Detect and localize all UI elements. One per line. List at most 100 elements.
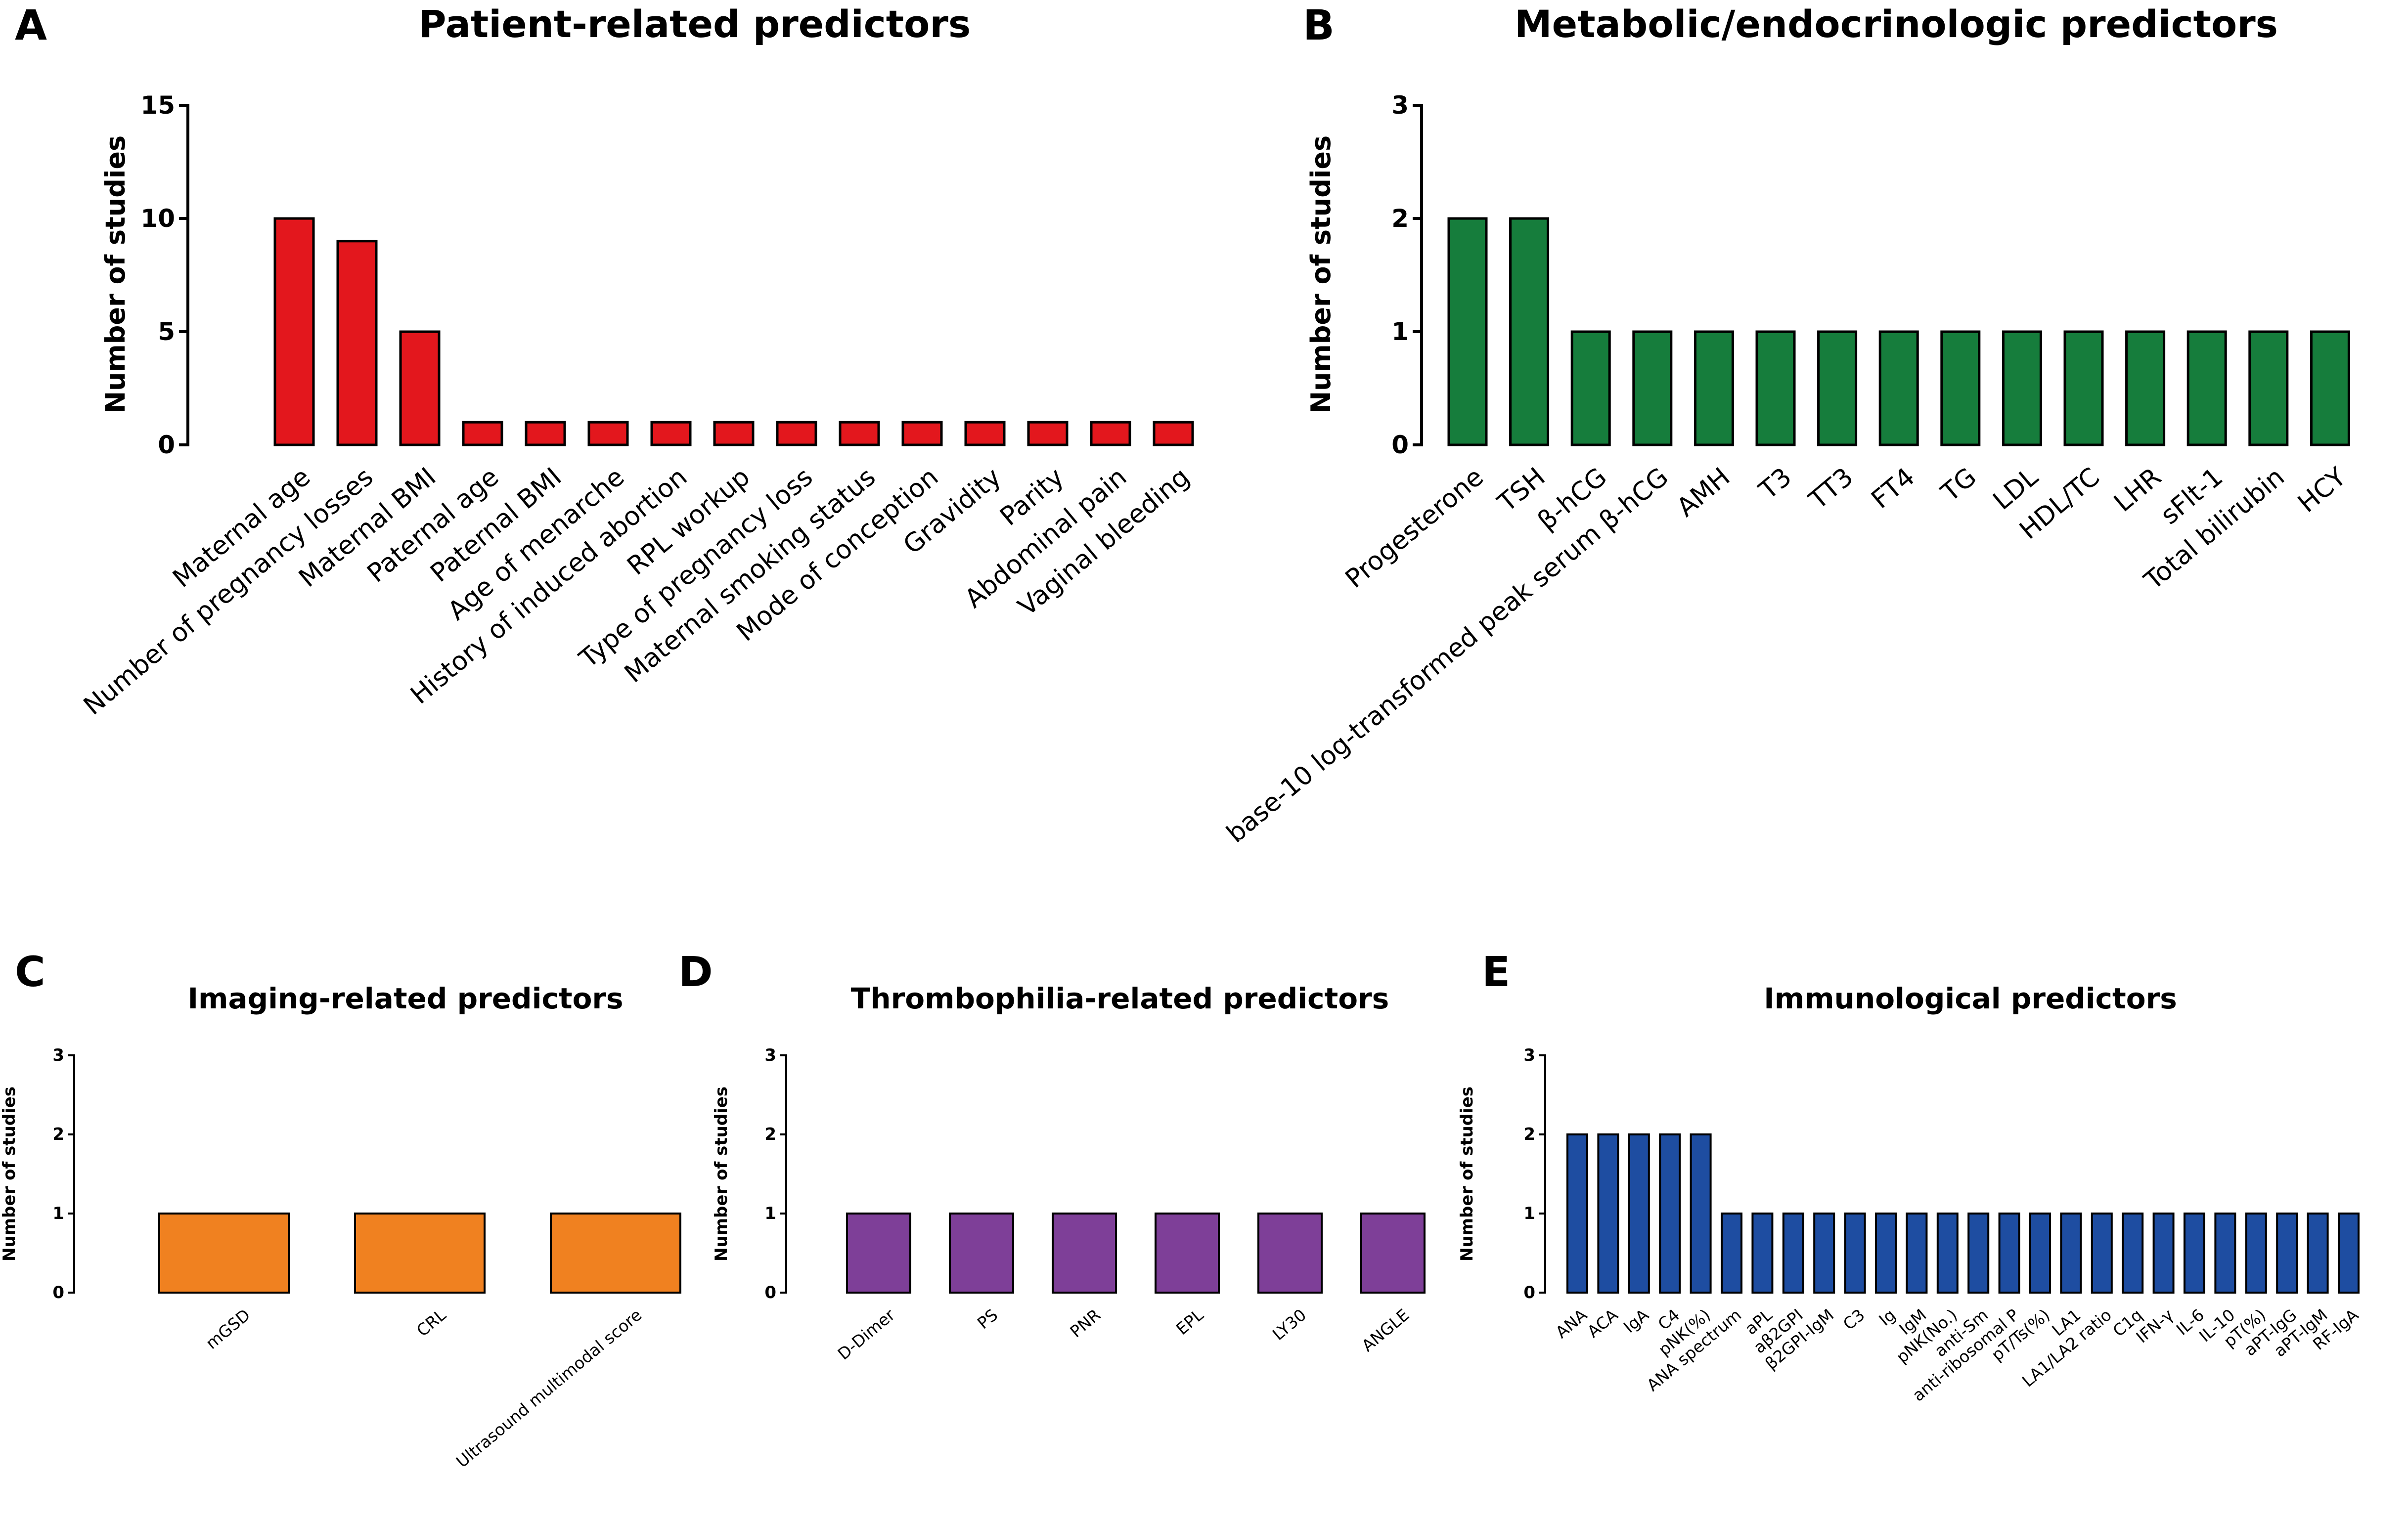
category-label: HCY [2292,462,2352,519]
bar-a-5 [587,421,629,446]
bar-e-8 [1813,1213,1835,1294]
bar-d-4 [1257,1213,1323,1294]
bar-e-25 [2338,1213,2360,1294]
panel-letter: B [1303,1,1335,49]
panel-letter: E [1482,948,1510,996]
bar-e-2 [1628,1133,1650,1294]
category-label: D-Dimer [834,1305,899,1364]
category-label: TG [1935,462,1982,508]
bar-c-1 [354,1213,486,1294]
bar-e-0 [1566,1133,1588,1294]
bar-e-16 [2060,1213,2082,1294]
y-axis-label: Number of studies [712,1086,731,1261]
bar-b-12 [2186,330,2227,446]
y-tick-label: 0 [52,1283,64,1302]
bar-b-8 [1940,330,1981,446]
y-tick-label: 2 [52,1125,64,1144]
y-axis-label: Number of studies [0,1086,19,1261]
chart-title: Thrombophilia-related predictors [851,982,1389,1015]
bar-d-0 [846,1213,911,1294]
bar-d-2 [1052,1213,1117,1294]
bar-b-14 [2310,330,2350,446]
bar-a-1 [336,240,378,446]
category-label: ANGLE [1358,1305,1413,1355]
panel-letter: A [15,1,47,49]
bar-e-19 [2152,1213,2175,1294]
category-label: Number of pregnancy losses [78,462,379,721]
bar-c-2 [550,1213,681,1294]
bar-a-11 [964,421,1006,446]
panel-d: D Thrombophilia-related predictors Number … [678,948,1426,1364]
bar-a-3 [462,421,503,446]
y-tick-label: 15 [140,91,175,120]
y-tick-label: 3 [52,1045,64,1065]
category-label: IFN-γ [2133,1305,2177,1346]
bar-e-14 [1998,1213,2020,1294]
category-label: AMH [1671,462,1736,523]
y-tick-label: 0 [764,1283,776,1302]
category-label: EPL [1172,1305,1207,1339]
category-label: ACA [1584,1305,1622,1342]
category-label: C3 [1839,1305,1869,1334]
bar-a-13 [1090,421,1131,446]
bar-a-10 [901,421,943,446]
bar-b-1 [1509,217,1550,446]
category-label: Progesterone [1340,462,1489,594]
bar-b-7 [1878,330,1919,446]
bar-e-13 [1967,1213,1990,1294]
y-tick-label: 3 [1523,1045,1535,1065]
chart-title: Metabolic/endocrinologic predictors [1515,2,2278,46]
bar-b-10 [2063,330,2104,446]
bar-e-11 [1906,1213,1928,1294]
bar-a-0 [273,217,315,446]
category-label: Ultrasound multimodal score [452,1305,645,1471]
bar-e-4 [1690,1133,1712,1294]
category-label: IgA [1620,1305,1652,1337]
y-tick-label: 1 [1523,1204,1535,1223]
bar-e-12 [1936,1213,1959,1294]
bar-e-3 [1659,1133,1681,1294]
y-tick-label: 0 [158,431,175,459]
bar-b-3 [1632,330,1673,446]
y-tick-label: 1 [1391,317,1409,346]
category-label: TT3 [1803,462,1859,516]
bar-d-5 [1360,1213,1426,1294]
bar-e-5 [1721,1213,1742,1294]
bar-a-9 [839,421,880,446]
bar-a-6 [650,421,692,446]
y-tick-label: 10 [140,204,175,233]
panel-e: E Immunological predictors Number of studi… [1457,948,2362,1405]
category-label: FT4 [1866,462,1920,515]
bar-d-3 [1155,1213,1220,1294]
y-tick-label: 2 [1523,1125,1535,1144]
bar-b-0 [1447,217,1488,446]
bar-d-1 [949,1213,1014,1294]
category-label: PS [974,1305,1001,1333]
bar-b-5 [1755,330,1796,446]
category-label: CRL [413,1305,450,1341]
bar-a-12 [1027,421,1069,446]
bar-b-11 [2125,330,2166,446]
bar-e-10 [1875,1213,1897,1294]
bar-b-9 [2002,330,2042,446]
y-axis-label: Number of studies [1305,135,1337,413]
panel-letter: D [678,948,713,996]
category-label: base-10 log-transformed peak serum β-hCG [1221,462,1674,849]
y-tick-label: 2 [764,1125,776,1144]
bar-b-2 [1570,330,1611,446]
bar-a-8 [776,421,817,446]
bar-c-0 [158,1213,290,1294]
bar-e-7 [1782,1213,1804,1294]
panel-letter: C [15,948,45,996]
y-tick-label: 0 [1391,431,1409,459]
bar-e-15 [2029,1213,2051,1294]
y-tick-label: 3 [764,1045,776,1065]
category-label: PNR [1066,1305,1104,1341]
chart-title: Patient-related predictors [419,2,971,46]
panel-c: C Imaging-related predictors Number of stu… [0,948,681,1472]
bar-b-4 [1694,330,1734,446]
bar-a-7 [713,421,755,446]
category-label: Ig [1875,1305,1900,1330]
bar-e-6 [1751,1213,1774,1294]
